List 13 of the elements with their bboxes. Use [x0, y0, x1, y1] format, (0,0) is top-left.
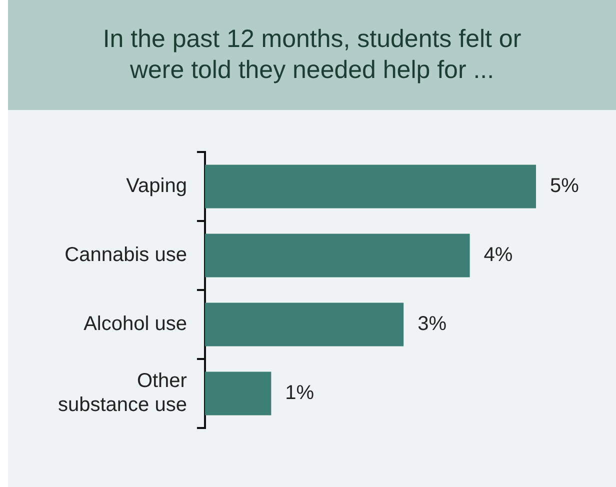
bar — [204, 372, 272, 416]
data-label: 3% — [418, 313, 447, 336]
y-tick-label: Vaping — [126, 175, 187, 198]
y-tick-label: Cannabis use — [64, 244, 187, 266]
bar — [204, 164, 536, 208]
y-tick-label: Alcohol use — [84, 313, 187, 336]
data-label: 5% — [550, 175, 580, 198]
y-tick-label: Other substance use — [58, 370, 188, 416]
bar — [204, 234, 470, 278]
chart-title: In the past 12 months, students felt or were told they needed help for ... — [102, 24, 522, 86]
bar — [204, 302, 404, 346]
data-label: 4% — [484, 244, 513, 266]
data-label: 1% — [285, 382, 314, 404]
